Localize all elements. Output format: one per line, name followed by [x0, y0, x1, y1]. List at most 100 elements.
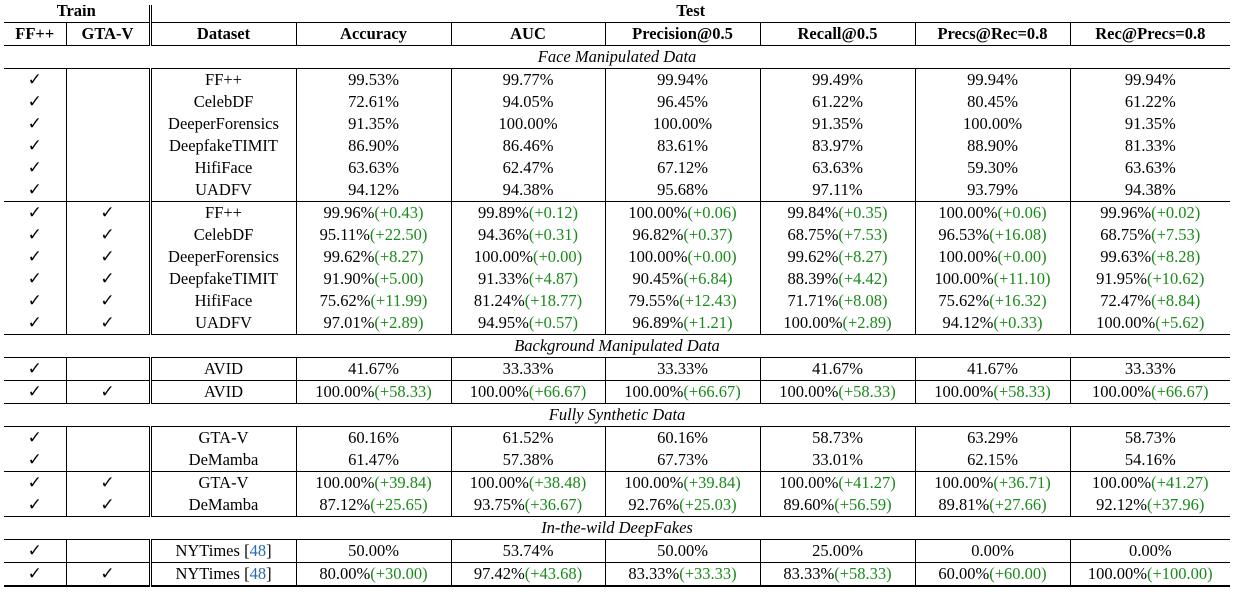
metric-cell: 91.90%(+5.00) — [296, 268, 452, 290]
metric-cell: 75.62%(+16.32) — [915, 290, 1071, 312]
checkmark-icon: ✓ — [100, 225, 115, 245]
metric-value: 100.00% — [938, 247, 998, 266]
metric-value: 83.33% — [783, 564, 835, 583]
table-row: ✓ UADFV 94.12% 94.38% 95.68% 97.11% 93.79% 94.3… — [4, 179, 1230, 202]
metric-value: 99.84% — [787, 203, 839, 222]
metric-value: 93.75% — [473, 495, 525, 514]
table-row: ✓ ✓ CelebDF 95.11%(+22.50) 94.36%(+0.31) 96.8… — [4, 224, 1230, 246]
metric-cell: 100.00%(+36.71) — [915, 471, 1071, 494]
metric-gain: (+0.06) — [997, 203, 1047, 222]
dataset-cell: DeeperForensics — [150, 113, 297, 135]
metric-value: 75.62% — [319, 291, 371, 310]
metric-gain: (+30.00) — [370, 564, 428, 583]
metric-cell: 100.00%(+0.06) — [915, 201, 1071, 224]
section-row: Fully Synthetic Data — [4, 403, 1231, 427]
dataset-cell: GTA-V — [150, 471, 297, 494]
metric-cell: 58.73% — [1070, 427, 1230, 450]
section-row: Background Manipulated Data — [4, 334, 1231, 358]
col-header-auc: AUC — [451, 22, 606, 46]
train-gtav-cell: ✓ — [66, 471, 152, 494]
metric-cell: 100.00%(+66.67) — [1070, 380, 1231, 404]
table-row: ✓ ✓ UADFV 97.01%(+2.89) 94.95%(+0.57) 96.89%(… — [4, 312, 1230, 335]
metric-value: 100.00% — [783, 313, 843, 332]
train-ffpp-cell: ✓ — [4, 426, 67, 449]
metric-value: 91.33% — [477, 269, 529, 288]
metric-value: 100.00% — [469, 473, 529, 492]
dataset-cell: NYTimes [48] — [150, 562, 297, 587]
metric-gain: (+0.35) — [838, 203, 888, 222]
train-ffpp-cell: ✓ — [4, 91, 67, 113]
table-row: ✓ ✓ DeeperForensics 99.62%(+8.27) 100.00%(+0… — [4, 246, 1230, 268]
metric-gain: (+27.66) — [989, 495, 1047, 514]
metric-value: 50.00% — [348, 541, 399, 560]
table-row: ✓ DeMamba 61.47% 57.38% 67.73% 33.01% 62.15% 54… — [4, 449, 1230, 472]
train-gtav-cell — [66, 539, 152, 563]
metric-gain: (+2.89) — [374, 313, 424, 332]
metric-cell: 33.33% — [1070, 358, 1230, 381]
metric-value: 58.73% — [1124, 428, 1176, 447]
metric-cell: 99.94% — [1070, 69, 1230, 92]
col-header-dataset: Dataset — [150, 22, 297, 46]
metric-value: 86.46% — [502, 136, 554, 155]
metric-gain: (+100.00) — [1146, 564, 1213, 583]
metric-value: 99.49% — [812, 70, 863, 89]
dataset-cell: AVID — [150, 380, 297, 404]
metric-value: 63.63% — [1124, 158, 1176, 177]
metric-cell: 96.82%(+0.37) — [605, 224, 761, 246]
train-gtav-cell: ✓ — [66, 224, 152, 246]
metric-value: 99.77% — [502, 70, 554, 89]
metric-cell: 97.42%(+43.68) — [451, 562, 606, 587]
metric-cell: 25.00% — [760, 539, 916, 563]
dataset-cell: HifiFace — [150, 290, 297, 312]
metric-value: 61.22% — [1124, 92, 1176, 111]
metric-value: 96.89% — [632, 313, 684, 332]
metric-cell: 94.36%(+0.31) — [451, 224, 606, 246]
dataset-cell: DeeperForensics — [150, 246, 297, 268]
citation-link[interactable]: 48 — [249, 564, 267, 583]
metric-value: 99.96% — [1100, 203, 1152, 222]
metric-value: 63.29% — [967, 428, 1018, 447]
dataset-cell: GTA-V — [150, 426, 297, 449]
metric-cell: 99.49% — [760, 68, 916, 91]
dataset-name: UADFV — [195, 313, 252, 332]
metric-cell: 60.16% — [605, 426, 761, 449]
metric-cell: 91.35% — [296, 113, 452, 135]
metric-cell: 91.33%(+4.87) — [451, 268, 606, 290]
checkmark-icon: ✓ — [27, 269, 42, 289]
metric-value: 89.81% — [938, 495, 990, 514]
dataset-cell: NYTimes [48] — [150, 539, 297, 563]
train-ffpp-cell: ✓ — [4, 224, 67, 246]
metric-cell: 41.67% — [915, 357, 1071, 381]
dataset-name: HifiFace — [194, 291, 253, 310]
citation-link[interactable]: 48 — [249, 541, 267, 560]
checkmark-icon: ✓ — [27, 382, 42, 402]
metric-cell: 94.12% — [296, 179, 452, 202]
dataset-cell: CelebDF — [150, 91, 297, 113]
dataset-name: DeepfakeTIMIT — [168, 136, 279, 155]
metric-cell: 87.12%(+25.65) — [296, 494, 452, 517]
table-row: ✓ ✓ GTA-V 100.00%(+39.84) 100.00%(+38.48) 100… — [4, 471, 1231, 494]
metric-value: 100.00% — [1091, 473, 1152, 492]
metric-value: 41.67% — [967, 359, 1018, 378]
table-row: ✓ FF++ 99.53% 99.77% 99.94% 99.49% 99.94% 99.94… — [4, 68, 1230, 92]
metric-gain: (+58.33) — [834, 564, 892, 583]
metric-gain: (+58.33) — [374, 382, 432, 401]
checkmark-icon: ✓ — [27, 247, 42, 267]
metric-value: 81.33% — [1124, 136, 1176, 155]
metric-gain: (+8.28) — [1151, 247, 1201, 266]
metric-value: 95.11% — [319, 225, 370, 244]
metric-value: 99.62% — [787, 247, 839, 266]
metric-cell: 72.47%(+8.84) — [1070, 290, 1230, 312]
metric-cell: 96.53%(+16.08) — [915, 224, 1071, 246]
checkmark-icon: ✓ — [27, 92, 42, 112]
metric-value: 94.05% — [502, 92, 554, 111]
metric-value: 71.71% — [787, 291, 839, 310]
metric-value: 33.33% — [657, 359, 708, 378]
metric-cell: 83.61% — [605, 135, 761, 157]
metric-gain: (+2.89) — [842, 313, 892, 332]
train-gtav-cell — [66, 91, 152, 113]
train-gtav-cell — [66, 449, 152, 472]
checkmark-icon: ✓ — [27, 428, 42, 448]
metric-cell: 96.45% — [605, 91, 761, 113]
metric-gain: (+5.62) — [1155, 313, 1205, 332]
